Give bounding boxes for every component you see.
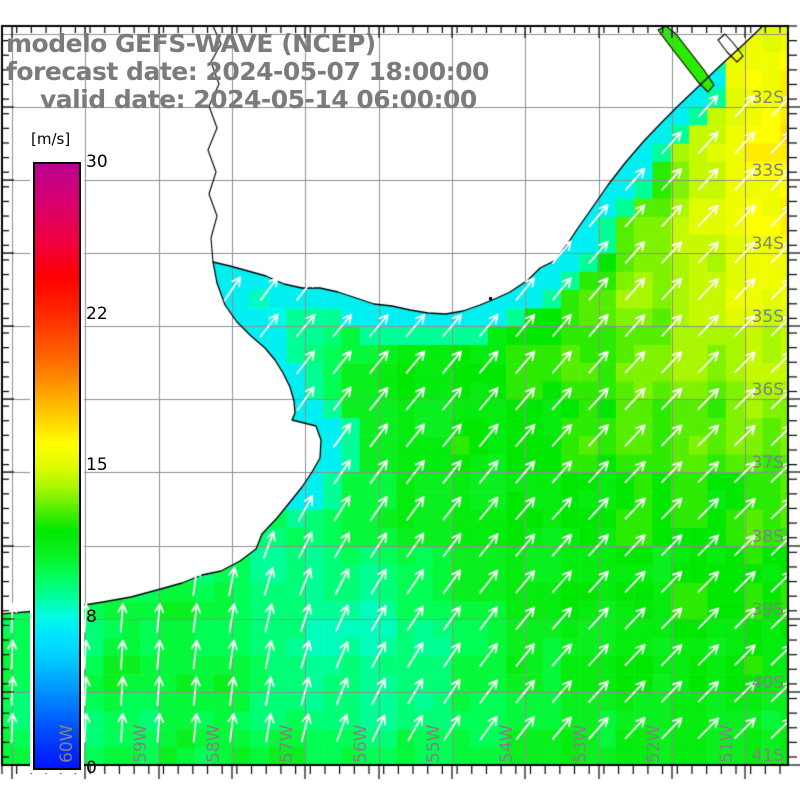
lat-label-37s: 37S (751, 453, 784, 473)
lon-label-55w: 55W (424, 724, 444, 763)
colorbar-tick-15: 15 (86, 455, 108, 475)
lon-label-52w: 52W (644, 724, 664, 763)
lat-label-33s: 33S (751, 161, 784, 181)
lon-label-60w: 60W (57, 724, 77, 763)
lat-label-36s: 36S (751, 380, 784, 400)
lat-label-40s: 40S (751, 673, 784, 693)
lon-label-59w: 59W (131, 724, 151, 763)
colorbar-tick-8: 8 (86, 606, 97, 627)
lon-label-58w: 58W (204, 724, 224, 763)
lat-label-39s: 39S (751, 600, 784, 620)
colorbar-tick-22: 22 (86, 303, 108, 324)
lon-label-54w: 54W (497, 724, 517, 763)
colorbar-unit-label: [m/s] (31, 130, 71, 148)
lon-label-61w: 61W (0, 724, 4, 763)
colorbar-tick-30: 30 (86, 152, 108, 172)
lat-label-32s: 32S (751, 88, 784, 108)
colorbar-gradient (33, 162, 81, 770)
lat-label-38s: 38S (751, 527, 784, 547)
lon-label-57w: 57W (277, 724, 297, 763)
lat-label-41s: 41S (751, 746, 784, 766)
forecast-date: forecast date: 2024-05-07 18:00:00 (6, 57, 489, 86)
lat-label-35s: 35S (751, 307, 784, 327)
lon-label-56w: 56W (351, 724, 371, 763)
lon-label-51w: 51W (717, 724, 737, 763)
lat-label-34s: 34S (751, 234, 784, 254)
colorbar-tick-0: 0 (86, 758, 97, 778)
valid-date: valid date: 2024-05-14 06:00:00 (40, 85, 477, 114)
model-title: modelo GEFS-WAVE (NCEP) (6, 29, 376, 58)
lon-label-53w: 53W (571, 724, 591, 763)
